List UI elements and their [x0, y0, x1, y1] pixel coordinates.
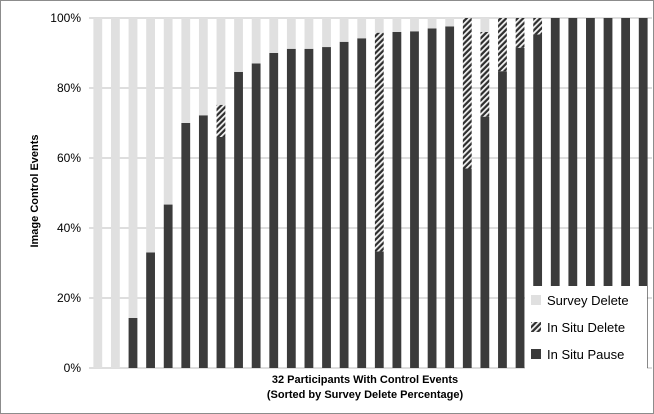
- bar-in-situ-pause-17: [374, 251, 384, 368]
- legend-label-survey-delete: Survey Delete: [547, 293, 629, 308]
- bar-in-situ-delete-23: [480, 32, 490, 117]
- legend: Survey Delete In Situ Delete In Situ Pau…: [525, 286, 647, 370]
- y-tick-label: 60%: [57, 151, 81, 165]
- bar-survey-delete-20: [427, 18, 437, 29]
- y-tick-labels: 0% 20% 40% 60% 80% 100%: [50, 11, 81, 375]
- bar-in-situ-pause-15: [339, 41, 349, 369]
- x-axis-title-line2: (Sorted by Survey Delete Percentage): [267, 389, 464, 401]
- bar-survey-delete-16: [357, 18, 367, 39]
- bar-in-situ-pause-6: [181, 123, 191, 368]
- legend-label-in-situ-delete: In Situ Delete: [547, 320, 625, 335]
- bar-in-situ-pause-7: [198, 115, 208, 368]
- bar-in-situ-pause-16: [357, 38, 367, 369]
- bar-in-situ-pause-24: [498, 71, 507, 368]
- bars: [93, 18, 648, 369]
- bar-in-situ-pause-9: [234, 71, 243, 369]
- bar-survey-delete-11: [269, 18, 279, 53]
- bar-in-situ-pause-18: [392, 32, 402, 368]
- bar-survey-delete-18: [392, 18, 402, 32]
- y-tick-label: 0%: [64, 361, 82, 375]
- bar-in-situ-pause-5: [163, 204, 173, 368]
- bar-in-situ-pause-22: [462, 168, 472, 368]
- y-tick-label: 40%: [57, 221, 81, 235]
- bar-in-situ-delete-24: [498, 18, 507, 72]
- bar-survey-delete-10: [251, 18, 261, 64]
- bar-survey-delete-14: [322, 18, 331, 48]
- bar-survey-delete-7: [198, 18, 208, 116]
- bar-in-situ-pause-32: [638, 18, 648, 368]
- bar-in-situ-pause-25: [515, 47, 525, 368]
- bar-in-situ-pause-10: [251, 63, 261, 368]
- bar-survey-delete-8: [216, 18, 226, 105]
- bar-survey-delete-4: [146, 18, 155, 253]
- bar-in-situ-pause-11: [269, 53, 279, 368]
- bar-in-situ-pause-19: [410, 31, 419, 369]
- bar-in-situ-pause-3: [128, 317, 138, 368]
- bar-survey-delete-6: [181, 18, 191, 123]
- bar-survey-delete-13: [304, 18, 314, 49]
- bar-in-situ-pause-23: [480, 116, 490, 368]
- bar-in-situ-pause-28: [568, 18, 578, 368]
- bar-survey-delete-9: [234, 18, 243, 72]
- bar-in-situ-pause-30: [603, 18, 613, 368]
- bar-in-situ-delete-8: [216, 104, 226, 137]
- legend-background: [525, 286, 647, 370]
- legend-label-in-situ-pause: In Situ Pause: [547, 347, 624, 362]
- legend-swatch-survey-delete: [531, 295, 541, 305]
- y-axis-title: Image Control Events: [29, 134, 41, 247]
- bar-in-situ-delete-17: [374, 32, 384, 252]
- bar-in-situ-pause-13: [304, 48, 314, 369]
- bar-in-situ-delete-25: [515, 18, 525, 48]
- bar-survey-delete-15: [339, 18, 349, 42]
- bar-survey-delete-5: [163, 18, 173, 205]
- bar-in-situ-pause-27: [550, 18, 560, 368]
- bar-in-situ-pause-29: [586, 18, 595, 368]
- bar-survey-delete-2: [110, 18, 120, 368]
- bar-in-situ-pause-12: [286, 48, 296, 369]
- y-tick-label: 100%: [50, 11, 81, 25]
- legend-swatch-in-situ-delete: [531, 322, 541, 332]
- bar-survey-delete-17: [374, 18, 384, 33]
- bar-survey-delete-19: [410, 18, 419, 32]
- bar-survey-delete-21: [445, 18, 455, 27]
- legend-swatch-in-situ-pause: [531, 349, 541, 359]
- bar-in-situ-delete-22: [462, 18, 472, 169]
- bar-in-situ-pause-21: [445, 26, 455, 369]
- bar-in-situ-pause-31: [621, 18, 631, 368]
- bar-survey-delete-1: [93, 18, 103, 368]
- bar-survey-delete-23: [480, 18, 490, 32]
- bar-in-situ-pause-14: [322, 47, 331, 369]
- bar-in-situ-delete-26: [533, 18, 543, 35]
- y-tick-label: 80%: [57, 81, 81, 95]
- y-tick-label: 20%: [57, 291, 81, 305]
- bar-survey-delete-3: [128, 18, 138, 318]
- bar-survey-delete-12: [286, 18, 296, 49]
- bar-in-situ-pause-20: [427, 28, 437, 368]
- bar-in-situ-pause-8: [216, 137, 226, 368]
- bar-in-situ-pause-26: [533, 34, 543, 368]
- bar-in-situ-pause-4: [146, 252, 155, 368]
- x-axis-title-line1: 32 Participants With Control Events: [272, 374, 458, 386]
